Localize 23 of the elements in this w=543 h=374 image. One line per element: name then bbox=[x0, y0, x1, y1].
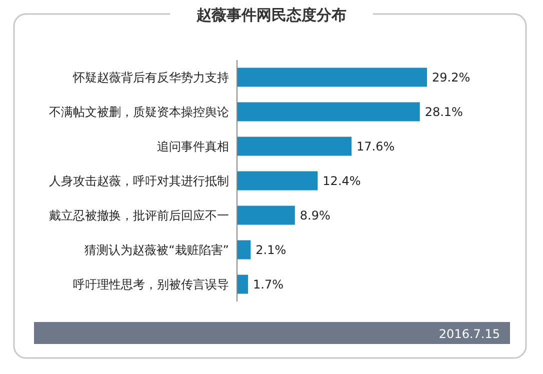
text: 2016.7.15 bbox=[438, 327, 500, 341]
data-label: 12.4% bbox=[322, 174, 361, 188]
bar bbox=[237, 206, 295, 225]
bar bbox=[237, 68, 427, 87]
y-tick-label: 怀疑赵薇背后有反华势力支持 bbox=[72, 70, 229, 84]
data-label: 29.2% bbox=[432, 70, 470, 84]
y-tick-label: 呼吁理性思考，别被传言误导 bbox=[73, 277, 229, 292]
bar bbox=[237, 171, 318, 190]
y-tick-label: 猜测认为赵薇被“栽赃陷害” bbox=[84, 242, 229, 257]
y-tick-label: 不满帖文被删，质疑资本操控舆论 bbox=[49, 104, 229, 119]
y-tick-label: 戴立忍被撤换，批评前后回应不一 bbox=[49, 208, 229, 222]
data-label: 1.7% bbox=[253, 277, 284, 292]
data-label: 2.1% bbox=[256, 242, 286, 257]
bar bbox=[237, 240, 251, 260]
data-label: 17.6% bbox=[356, 139, 395, 154]
bar bbox=[237, 136, 352, 156]
bar bbox=[237, 274, 248, 294]
data-label: 28.1% bbox=[424, 104, 463, 119]
bar bbox=[237, 102, 420, 122]
data-label: 8.9% bbox=[300, 208, 330, 222]
y-tick-label: 人身攻击赵薇，呼吁对其进行抵制 bbox=[49, 174, 229, 188]
y-tick-label: 追问事件真相 bbox=[157, 139, 229, 154]
chart-title: 赵薇事件网民态度分布 bbox=[196, 6, 346, 24]
